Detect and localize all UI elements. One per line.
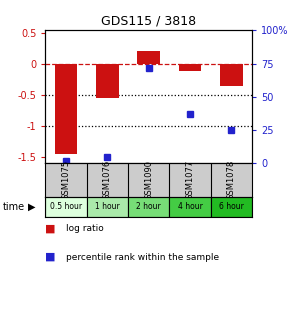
Bar xyxy=(169,197,211,217)
Text: time: time xyxy=(3,202,25,212)
Text: GSM1075: GSM1075 xyxy=(62,160,71,200)
Text: 4 hour: 4 hour xyxy=(178,202,202,211)
Text: GSM1078: GSM1078 xyxy=(227,160,236,200)
Text: percentile rank within the sample: percentile rank within the sample xyxy=(66,253,219,261)
Text: GSM1077: GSM1077 xyxy=(185,160,195,200)
Bar xyxy=(128,197,169,217)
Bar xyxy=(220,64,243,86)
Bar xyxy=(87,197,128,217)
Text: GSM1076: GSM1076 xyxy=(103,160,112,200)
Text: 2 hour: 2 hour xyxy=(136,202,161,211)
Bar xyxy=(179,64,201,71)
Text: log ratio: log ratio xyxy=(66,224,104,233)
Text: 1 hour: 1 hour xyxy=(95,202,120,211)
Text: ■: ■ xyxy=(45,223,56,234)
Bar xyxy=(96,64,119,98)
Text: ▶: ▶ xyxy=(28,202,35,212)
Text: GSM1090: GSM1090 xyxy=(144,160,153,200)
Title: GDS115 / 3818: GDS115 / 3818 xyxy=(101,15,196,28)
Text: ■: ■ xyxy=(45,252,56,262)
Bar xyxy=(211,197,252,217)
Bar xyxy=(55,64,77,154)
Bar xyxy=(45,197,87,217)
Bar xyxy=(137,51,160,64)
Text: 6 hour: 6 hour xyxy=(219,202,244,211)
Text: 0.5 hour: 0.5 hour xyxy=(50,202,82,211)
